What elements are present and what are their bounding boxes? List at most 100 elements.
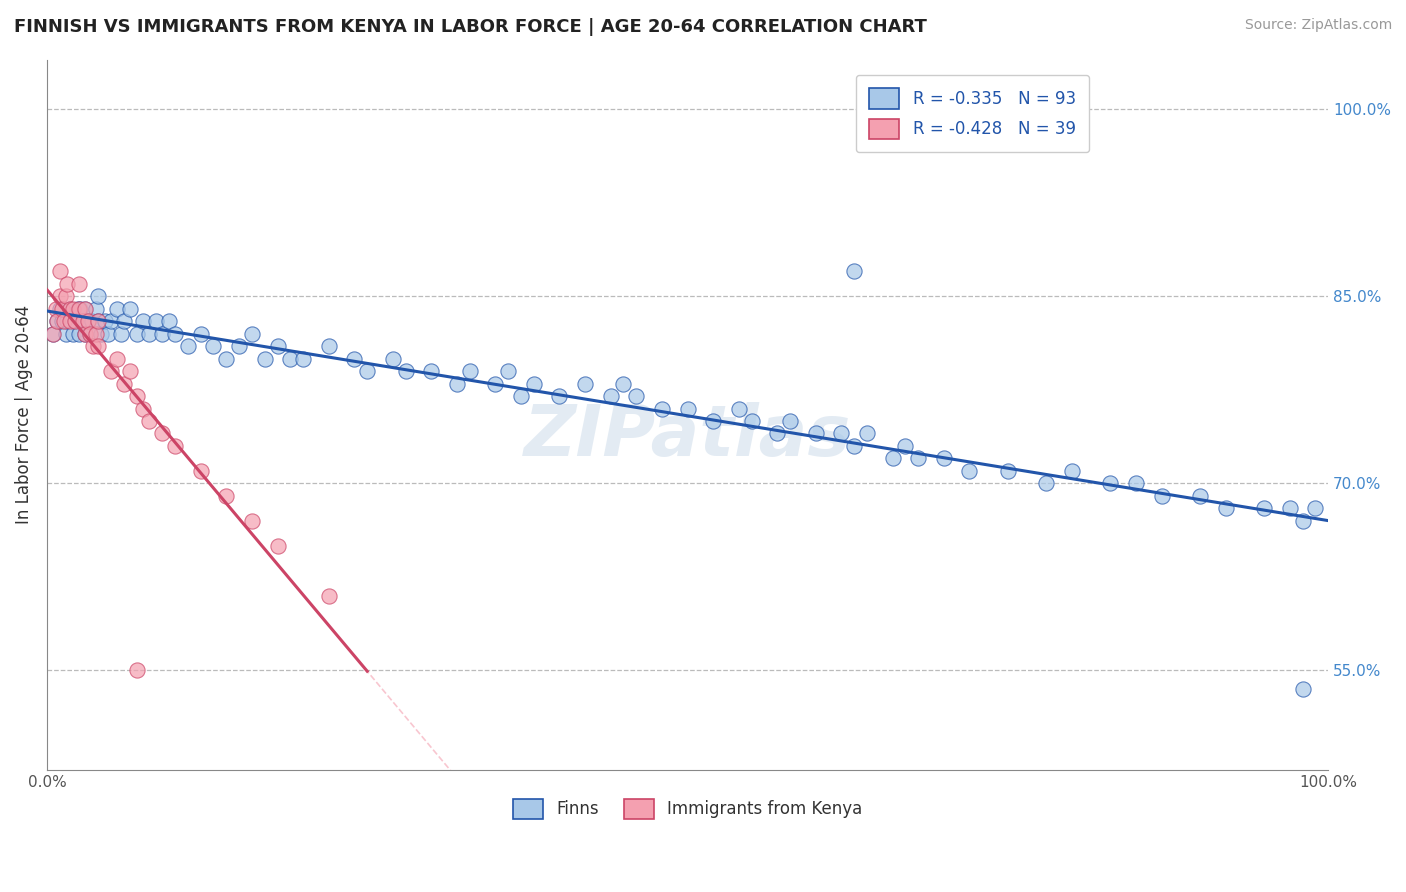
Point	[112, 314, 135, 328]
Point	[105, 301, 128, 316]
Point	[420, 364, 443, 378]
Point	[842, 264, 865, 278]
Point	[266, 539, 288, 553]
Y-axis label: In Labor Force | Age 20-64: In Labor Force | Age 20-64	[15, 305, 32, 524]
Point	[48, 289, 70, 303]
Point	[1060, 464, 1083, 478]
Point	[612, 376, 634, 391]
Point	[46, 314, 69, 328]
Point	[190, 326, 212, 341]
Point	[145, 314, 167, 328]
Point	[997, 464, 1019, 478]
Point	[381, 351, 404, 366]
Point	[343, 351, 366, 366]
Point	[157, 314, 180, 328]
Point	[702, 414, 724, 428]
Point	[120, 301, 142, 316]
Point	[46, 314, 69, 328]
Point	[957, 464, 980, 478]
Point	[77, 314, 100, 328]
Point	[97, 326, 120, 341]
Point	[496, 364, 519, 378]
Point	[484, 376, 506, 391]
Point	[87, 314, 110, 328]
Point	[42, 326, 65, 341]
Point	[132, 314, 155, 328]
Point	[77, 314, 100, 328]
Point	[125, 663, 148, 677]
Point	[51, 301, 73, 316]
Point	[163, 439, 186, 453]
Point	[202, 339, 225, 353]
Point	[120, 364, 142, 378]
Point	[132, 401, 155, 416]
Point	[842, 439, 865, 453]
Point	[56, 277, 79, 291]
Point	[93, 314, 115, 328]
Point	[105, 351, 128, 366]
Point	[112, 376, 135, 391]
Point	[1150, 489, 1173, 503]
Point	[79, 326, 101, 341]
Point	[1125, 476, 1147, 491]
Point	[804, 426, 827, 441]
Point	[766, 426, 789, 441]
Point	[48, 301, 70, 316]
Point	[62, 301, 84, 316]
Point	[79, 326, 101, 341]
Point	[110, 326, 132, 341]
Point	[599, 389, 621, 403]
Point	[253, 351, 276, 366]
Point	[67, 277, 90, 291]
Point	[67, 301, 90, 316]
Point	[163, 326, 186, 341]
Point	[87, 314, 110, 328]
Point	[100, 364, 122, 378]
Point	[69, 301, 91, 316]
Point	[190, 464, 212, 478]
Point	[856, 426, 879, 441]
Point	[907, 451, 929, 466]
Point	[215, 351, 238, 366]
Point	[90, 326, 112, 341]
Point	[52, 314, 75, 328]
Point	[1278, 501, 1301, 516]
Point	[741, 414, 763, 428]
Point	[59, 301, 82, 316]
Point	[84, 301, 107, 316]
Point	[676, 401, 699, 416]
Legend: Finns, Immigrants from Kenya: Finns, Immigrants from Kenya	[506, 792, 869, 826]
Point	[240, 514, 263, 528]
Point	[1253, 501, 1275, 516]
Point	[228, 339, 250, 353]
Point	[51, 314, 73, 328]
Point	[779, 414, 801, 428]
Point	[1035, 476, 1057, 491]
Point	[1305, 501, 1327, 516]
Point	[84, 326, 107, 341]
Point	[55, 289, 77, 303]
Point	[67, 326, 90, 341]
Point	[72, 314, 94, 328]
Point	[150, 326, 173, 341]
Point	[75, 326, 97, 341]
Point	[626, 389, 648, 403]
Point	[240, 326, 263, 341]
Point	[458, 364, 481, 378]
Point	[56, 314, 79, 328]
Point	[45, 301, 67, 316]
Point	[932, 451, 955, 466]
Point	[59, 301, 82, 316]
Point	[278, 351, 301, 366]
Point	[318, 589, 340, 603]
Point	[72, 314, 94, 328]
Point	[727, 401, 749, 416]
Point	[510, 389, 533, 403]
Point	[100, 314, 122, 328]
Point	[356, 364, 378, 378]
Point	[62, 326, 84, 341]
Point	[1291, 681, 1313, 696]
Point	[215, 489, 238, 503]
Point	[882, 451, 904, 466]
Point	[42, 326, 65, 341]
